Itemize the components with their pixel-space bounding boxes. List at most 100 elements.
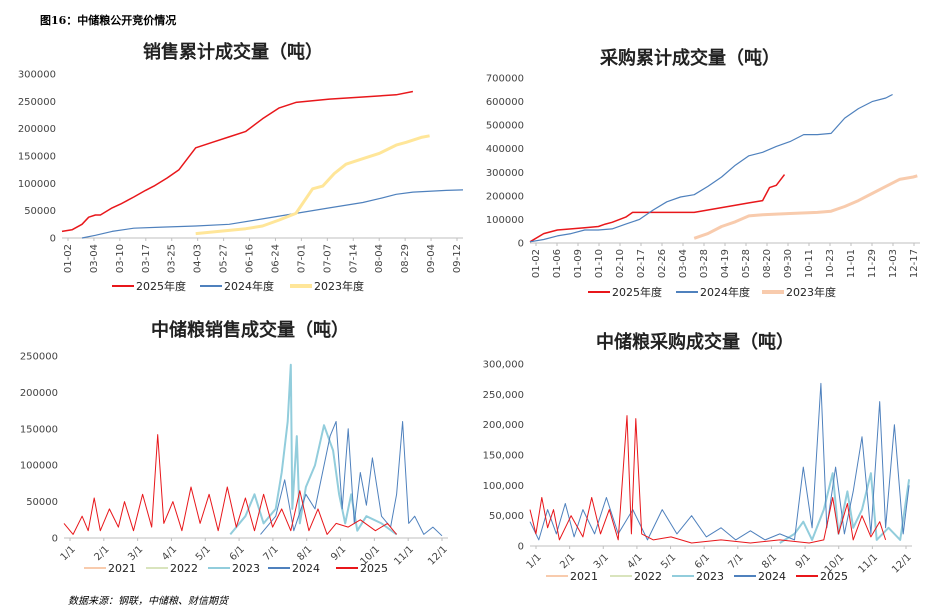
y-tick-label: 300,000: [483, 360, 524, 371]
x-tick-label: 01-06: [552, 249, 563, 278]
x-tick-label: 6/1: [228, 544, 247, 563]
y-tick-label: 500000: [486, 121, 524, 132]
series-line-2025年度: [61, 90, 414, 233]
y-tick-label: 150000: [18, 152, 56, 163]
y-tick-label: 50000: [26, 497, 58, 508]
series-line-2025年度: [529, 174, 786, 243]
x-tick-label: 08-29: [400, 244, 411, 273]
x-tick-label: 12-03: [888, 249, 899, 278]
x-tick-label: 12/1: [890, 552, 914, 576]
chart-3: 中储粮销售成交量（吨） 0 50000 100000 150000 200000 25000…: [20, 319, 450, 575]
x-tick-label: 1/1: [525, 552, 544, 571]
x-tick-label: 7/1: [726, 552, 745, 571]
x-tick-label: 01-02: [63, 244, 74, 273]
y-tick-label: 200000: [486, 191, 524, 202]
x-tick-label: 01-10: [594, 249, 605, 278]
figure-title: 图16：中储粮公开竞价情况: [40, 14, 177, 27]
legend-label: 2022: [634, 570, 662, 583]
legend-label: 2025: [360, 562, 388, 575]
x-tick-label: 2/1: [558, 552, 577, 571]
chart-title: 销售累计成交量（吨）: [143, 41, 323, 63]
x-tick-label: 03-28: [699, 249, 710, 278]
x-tick-label: 05-27: [219, 244, 230, 273]
legend-label: 2023年度: [786, 285, 836, 299]
x-tick-label: 9/1: [329, 544, 348, 563]
x-tick-label: 02-17: [636, 249, 647, 278]
legend-label: 2021: [108, 562, 136, 575]
legend-label: 2022: [170, 562, 198, 575]
legend-label: 2024年度: [224, 279, 274, 293]
legend-label: 2025年度: [612, 285, 662, 299]
y-tick-label: 600000: [486, 97, 524, 108]
series-line-2024: [529, 382, 910, 541]
x-tick-label: 02-10: [615, 249, 626, 278]
x-tick-label: 09-30: [783, 249, 794, 278]
x-tick-label: 3/1: [592, 552, 611, 571]
y-tick-label: 250000: [20, 352, 58, 363]
x-tick-label: 6/1: [693, 552, 712, 571]
y-tick-label: 200000: [18, 124, 56, 135]
legend-label: 2024: [758, 570, 786, 583]
series-line-2024年度: [81, 189, 464, 239]
y-tick-label: 50000: [24, 206, 56, 217]
series-line-2024年度: [529, 93, 893, 243]
y-tick-label: 100000: [18, 179, 56, 190]
y-tick-label: 0: [518, 542, 524, 553]
x-tick-label: 1/1: [59, 544, 78, 563]
x-tick-label: 08-20: [762, 249, 773, 278]
y-tick-label: 150000: [20, 424, 58, 435]
legend-label: 2023年度: [314, 279, 364, 293]
legend-label: 2024年度: [700, 285, 750, 299]
x-tick-label: 12/1: [426, 544, 450, 568]
y-tick-label: 0: [50, 234, 56, 245]
x-tick-label: 03-25: [167, 244, 178, 273]
x-tick-label: 12-17: [909, 249, 920, 278]
legend-label: 2023: [696, 570, 724, 583]
x-tick-label: 4/1: [626, 552, 645, 571]
x-tick-label: 9/1: [794, 552, 813, 571]
x-tick-label: 10-11: [804, 249, 815, 278]
y-tick-label: 100,000: [483, 481, 524, 492]
y-tick-label: 400000: [486, 144, 524, 155]
x-tick-label: 06-24: [270, 244, 281, 273]
x-tick-label: 07-14: [348, 244, 359, 273]
y-tick-label: 150,000: [483, 451, 524, 462]
x-tick-label: 08-04: [374, 244, 385, 273]
x-tick-label: 11-29: [867, 249, 878, 278]
y-tick-label: 100000: [486, 215, 524, 226]
y-tick-label: 100000: [20, 461, 58, 472]
x-tick-label: 03-04: [89, 244, 100, 273]
chart-1: 销售累计成交量（吨） 0 50000 100000 150000 200000 250000…: [18, 41, 464, 293]
y-tick-label: 700000: [486, 74, 524, 85]
y-tick-label: 50,000: [489, 511, 524, 522]
legend-label: 2025: [820, 570, 848, 583]
x-tick-label: 11-01: [846, 249, 857, 278]
y-tick-label: 0: [52, 534, 58, 545]
series-line-2023年度: [195, 134, 430, 236]
x-tick-label: 05-28: [741, 249, 752, 278]
y-tick-label: 0: [518, 239, 524, 250]
x-tick-label: 09-12: [452, 244, 463, 273]
source-note: 数据来源：钢联，中储粮、财信期货: [68, 596, 228, 607]
series-line-2024: [260, 421, 443, 537]
series-line-2025: [529, 415, 887, 544]
x-tick-label: 01-09: [573, 249, 584, 278]
x-tick-label: 02-26: [657, 249, 668, 278]
y-tick-label: 250000: [18, 97, 56, 108]
x-tick-label: 3/1: [126, 544, 145, 563]
x-tick-label: 8/1: [295, 544, 314, 563]
x-tick-label: 8/1: [760, 552, 779, 571]
chart-title: 中储粮采购成交量（吨）: [596, 331, 794, 353]
y-tick-label: 200000: [20, 388, 58, 399]
y-tick-label: 300000: [18, 70, 56, 81]
y-tick-label: 250,000: [483, 390, 524, 401]
x-tick-label: 06-16: [245, 244, 256, 273]
chart-title: 中储粮销售成交量（吨）: [151, 319, 349, 341]
x-tick-label: 4/1: [160, 544, 179, 563]
x-tick-label: 11/1: [392, 544, 416, 568]
x-tick-label: 07-01: [296, 244, 307, 273]
x-tick-label: 01-02: [531, 249, 542, 278]
legend-label: 2023: [232, 562, 260, 575]
chart-4: 中储粮采购成交量（吨） 0 50,000 100,000 150,000 200,000 2…: [483, 331, 914, 583]
